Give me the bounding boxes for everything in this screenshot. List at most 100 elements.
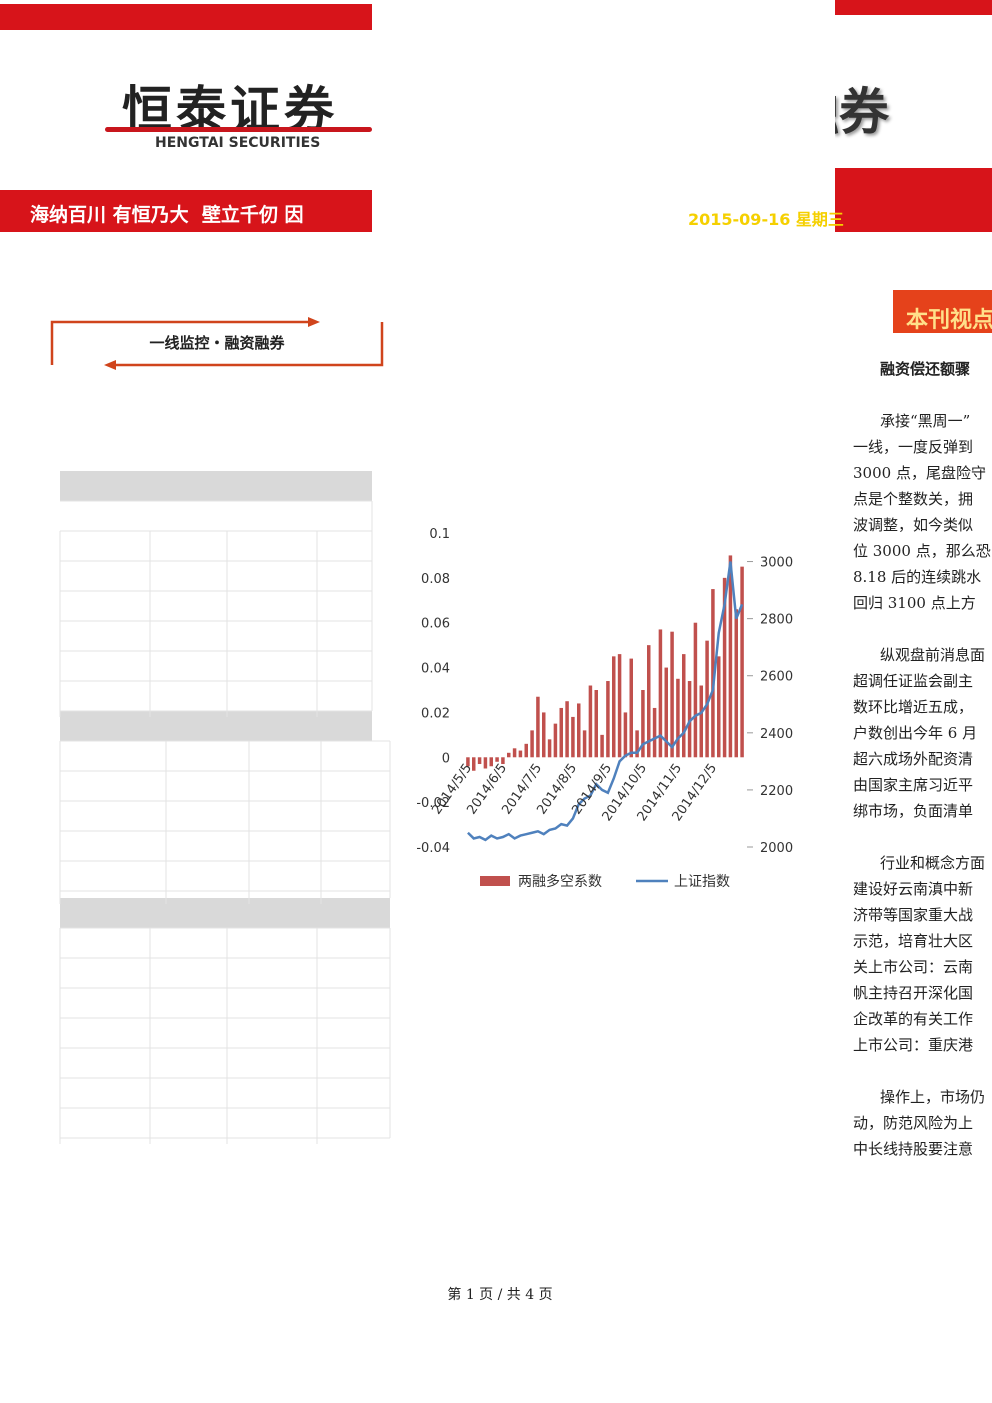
bar [693,622,698,758]
y2-tick-label: 2000 [760,841,793,856]
y-tick-label: 0.06 [421,617,450,632]
section-label: 一线监控・融资融券 [149,334,285,352]
bar [594,690,598,758]
bar [734,609,738,758]
logo-en: HENGTAI SECURITIES [155,135,321,151]
paragraph-line: 由国家主席习近平 [853,776,974,794]
bar [629,658,633,758]
y-tick-label: 0.04 [421,662,450,677]
top-band [0,4,372,30]
y-tick-label: 0 [442,751,450,766]
red-block [835,168,992,232]
bar [559,707,563,758]
bar [711,589,715,758]
bar [717,656,721,758]
bar [577,703,581,758]
bar [612,656,616,758]
bar [617,654,622,758]
bar [740,566,744,758]
bar [682,654,686,758]
slogan-band [0,190,372,232]
paragraph-line: 位 3000 点，那么恐 [853,542,991,560]
header-left: 恒泰证券 HENGTAI SECURITIES 海纳百川 有恒乃大 壁立千仞 因 [0,0,372,232]
legend-swatch [480,876,510,886]
paragraph-line: 承接“黑周一” [880,412,971,430]
bar [507,752,511,758]
line-series [467,561,744,842]
y-tick-label: -0.02 [416,796,450,811]
bar [641,690,645,758]
y-tick-label: -0.04 [416,841,450,856]
bar [565,701,569,758]
paragraph-line: 上市公司：重庆港 [853,1036,974,1054]
slogan: 海纳百川 有恒乃大 壁立千仞 因 [30,204,304,226]
bar [647,645,651,758]
paragraph-line: 济带等国家重大战 [853,906,974,924]
bar [483,757,488,769]
header-right: 融券 [835,0,992,232]
paragraph-line: 示范，培育壮大区 [853,932,974,950]
right-title: 融券 [835,83,889,141]
paragraph-line: 操作上，市场仍 [880,1088,986,1106]
bar [472,757,476,771]
paragraph-line: 帆主持召开深化国 [853,984,974,1002]
paragraph-line: 8.18 后的连续跳水 [853,568,982,586]
paragraph-line: 绑市场，负面清单 [853,802,974,820]
legend-label: 上证指数 [674,874,730,890]
sidebar-heading: 本刊视点 [906,308,992,333]
bar [676,678,680,758]
paragraph-line: 一线，一度反弹到 [853,438,974,456]
paragraph-line: 超六成场外配资清 [853,750,974,768]
y2-tick-label: 2200 [760,784,793,799]
bar [553,723,558,758]
bar [588,685,593,758]
bar [664,667,668,758]
bar [518,750,523,758]
paragraph-line: 数环比增近五成， [853,698,974,716]
bar [635,730,639,758]
article-title: 融资偿还额骤 [880,360,971,378]
bar [687,681,692,758]
y-tick-label: 0.02 [421,706,450,721]
bar [600,734,604,758]
top-band [835,0,992,15]
bar [495,757,499,762]
bar [699,685,703,758]
bar [705,640,709,758]
paragraph-line: 关上市公司：云南 [853,958,974,976]
bar [477,757,482,765]
bar [530,730,534,758]
paragraph-line: 户数创出今年 6 月 [853,724,978,742]
paragraph-line: 企改革的有关工作 [853,1010,974,1028]
paragraph-line: 纵观盘前消息面 [880,646,986,664]
bar [542,712,546,758]
paragraph-line: 超调任证监会副主 [853,672,974,690]
bar [722,577,727,758]
bar [582,730,587,758]
y2-tick-label: 2400 [760,727,793,742]
bar [652,707,657,758]
bar [501,757,505,765]
bar [536,696,540,758]
bar [489,757,493,767]
logo-swoosh [105,127,372,132]
date: 2015-09-16 星期三 [688,210,844,229]
paragraph-line: 回归 3100 点上方 [853,594,976,612]
paragraph-line: 3000 点，尾盘险守 [853,464,986,482]
paragraph-line: 建设好云南滇中新 [853,880,974,898]
bar [524,743,528,758]
y-tick-label: 0.1 [429,527,450,542]
bar [512,748,517,758]
bar [728,555,733,758]
paragraph-line: 波调整，如今类似 [853,516,974,534]
bar [658,629,663,758]
paragraph-line: 动，防范风险为上 [853,1114,974,1132]
bar [547,739,552,758]
paragraph-line: 点是个整数关，拥 [853,490,974,508]
paragraph-line: 行业和概念方面 [880,854,986,872]
y2-tick-label: 3000 [760,556,793,571]
legend-label: 两融多空系数 [518,873,602,890]
